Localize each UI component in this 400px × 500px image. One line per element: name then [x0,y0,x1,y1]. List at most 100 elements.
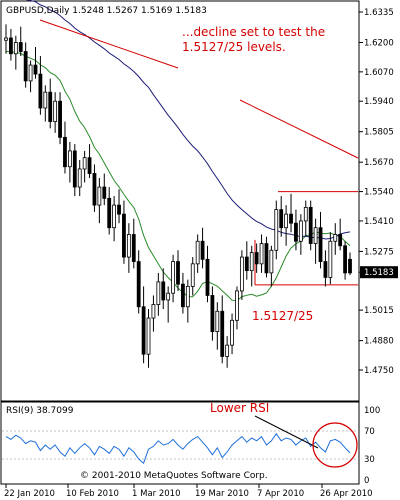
candle-body [328,240,333,278]
copyright-text: © 2001-2010 MetaQuotes Software Corp. [80,471,268,481]
date-tick-label: 7 Apr 2010 [257,489,304,499]
current-price-label: 1.5183 [364,268,394,278]
candle-body [107,197,112,229]
candle-body [294,222,298,242]
price-panel [0,0,360,402]
candle-body [102,186,107,199]
candle-body [318,227,323,262]
candle-body [235,290,239,321]
rsi-tick-label: 100 [364,406,380,416]
candle-body [171,261,175,294]
candle [308,200,313,251]
candle [141,286,146,364]
rsi-panel [0,401,360,485]
candle-body [225,344,230,357]
candle [210,286,215,341]
candle [323,250,328,287]
rsi-header: RSI(9) 38.7099 [6,406,74,416]
date-tick-label: 22 Jan 2010 [4,489,55,499]
price-tick-label: 1.6070 [364,68,394,78]
price-tick-label: 1.5940 [364,97,394,107]
candle [254,243,259,273]
candle-body [190,263,195,287]
candle [13,35,18,70]
candle-body [4,37,8,41]
candle [28,60,33,93]
price-tick-label: 1.5275 [364,247,394,257]
candle-body [82,157,87,170]
price-tick-label: 1.5410 [364,217,394,227]
candle [77,159,82,197]
candle-body [72,150,77,188]
candle [220,295,225,364]
candle-body [343,245,347,274]
candle [131,218,136,269]
candle-body [92,173,97,206]
candle-body [126,234,131,258]
candle-body [87,157,92,174]
candle [195,234,200,273]
current-price-badge [360,266,398,279]
candle [82,150,87,183]
price-tick-label: 1.4880 [364,337,394,347]
candle [87,144,92,179]
candle [289,193,293,233]
candle [151,295,156,332]
candle-body [333,234,338,242]
candle-body [200,240,205,260]
candle-body [284,213,289,229]
candle-body [254,252,259,265]
candle-body [156,281,161,305]
candle [58,92,62,145]
candle-body [122,213,126,258]
annotation-decline-line2: 1.5127/25 levels. [182,40,286,54]
candle-body [205,258,210,296]
candle [72,144,77,197]
ma-blue-line [25,0,351,240]
candle-body [28,64,33,82]
candle [274,200,279,260]
candle [38,56,43,115]
candle-body [136,261,141,308]
candle [294,209,298,251]
candle-body [264,243,269,274]
chart-header: GBPUSD,Daily 1.5248 1.5267 1.5169 1.5183 [6,6,207,16]
candle [284,205,289,246]
candle-body [249,252,254,272]
candle [92,164,97,212]
candle-body [298,220,303,242]
candle [102,173,107,206]
rsi-line [5,432,351,465]
lower-rsi-pointer [254,415,319,449]
candle-body [244,256,249,272]
candle-body [23,51,28,82]
price-tick-label: 1.5805 [364,128,394,138]
candle-body [112,204,117,229]
candle [313,218,318,264]
lower-rsi-label: Lower RSI [210,401,269,415]
candle [23,42,28,88]
price-tick-label: 1.5015 [364,306,394,316]
candle-body [53,100,58,122]
candle-body [58,100,62,138]
candle-body [151,304,156,319]
candle [156,272,161,316]
candle [18,26,23,57]
date-tick-label: 26 Apr 2010 [320,489,373,499]
lower-rsi-circle [312,422,358,468]
candle [343,241,347,280]
price-tick-label: 1.4750 [364,366,394,376]
candle-body [210,295,215,333]
candle-body [313,227,318,244]
candle-body [117,204,121,215]
candle [181,272,185,314]
candle [185,279,190,323]
candle-body [181,283,185,308]
candle [230,313,234,355]
candle [43,85,48,122]
trendline-upper [39,19,179,69]
candle-body [97,186,102,206]
candle-body [63,136,67,168]
candle-body [289,213,293,224]
price-tick-label: 1.5540 [364,188,394,198]
